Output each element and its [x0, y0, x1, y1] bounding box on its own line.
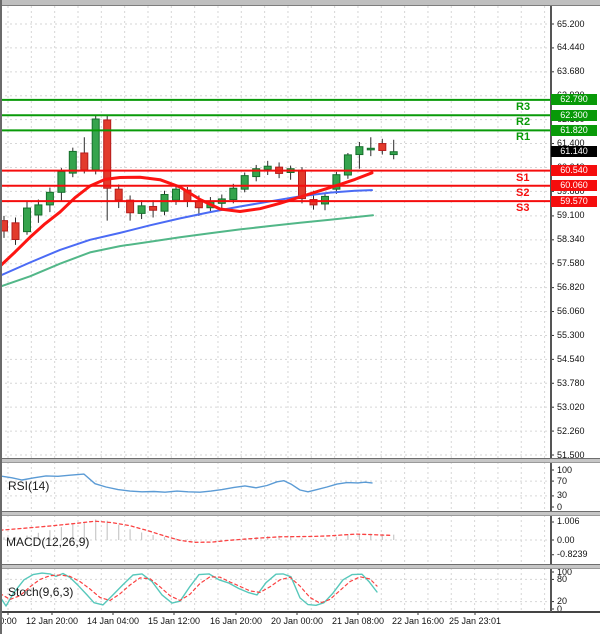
- price-tick-label: 63.680: [557, 66, 585, 77]
- price-tick-label: 57.580: [557, 258, 585, 269]
- price-tick-label: 64.440: [557, 42, 585, 53]
- stoch-panel-title: Stoch(9,6,3): [8, 585, 74, 599]
- macd-tick-label: -0.8239: [557, 549, 588, 560]
- price-tick-label: 53.780: [557, 377, 585, 388]
- price-tick-label: 59.100: [557, 210, 585, 221]
- price-tick-label: 61.400: [557, 138, 585, 149]
- rsi-tick-label: 30: [557, 490, 568, 501]
- rsi-tick-label: 70: [557, 475, 568, 486]
- panel-separator-3[interactable]: [0, 564, 600, 569]
- level-price-box-r2: 62.300: [551, 109, 597, 121]
- time-axis-label: 0:00: [0, 616, 17, 626]
- pivot-label-r1: R1: [516, 131, 531, 144]
- price-tick-label: 53.020: [557, 401, 585, 412]
- stoch-tick-label: 20: [557, 596, 568, 607]
- rsi-panel-title: RSI(14): [8, 479, 50, 493]
- stoch-tick-label: 100: [557, 566, 573, 577]
- window-top-bar: [0, 0, 600, 6]
- time-axis-label: 12 Jan 20:00: [25, 616, 79, 626]
- time-axis-label: 21 Jan 08:00: [331, 616, 385, 626]
- macd-tick-label: 1.006: [557, 516, 580, 527]
- time-axis-label: 22 Jan 16:00: [391, 616, 445, 626]
- pivot-label-r2: R2: [516, 116, 531, 129]
- time-axis-label: 25 Jan 23:01: [448, 616, 502, 626]
- price-tick-label: 54.540: [557, 353, 585, 364]
- price-tick-label: 55.300: [557, 329, 585, 340]
- pivot-label-s2: S2: [516, 186, 530, 199]
- panel-separator-2[interactable]: [0, 511, 600, 516]
- stoch-tick-label: 0: [557, 603, 563, 614]
- level-price-box-s3: 59.570: [551, 195, 597, 207]
- level-price-box-r3: 62.790: [551, 94, 597, 106]
- price-tick-label: 58.340: [557, 234, 585, 245]
- time-axis-label: 16 Jan 20:00: [209, 616, 263, 626]
- rsi-tick-label: 100: [557, 464, 573, 475]
- pivot-label-s1: S1: [516, 171, 530, 184]
- price-tick-label: 65.200: [557, 18, 585, 29]
- price-axis-border: [550, 6, 552, 612]
- time-axis-label: 20 Jan 00:00: [270, 616, 324, 626]
- time-axis-label: 15 Jan 12:00: [147, 616, 201, 626]
- price-tick-label: 56.820: [557, 282, 585, 293]
- price-tick-label: 52.260: [557, 425, 585, 436]
- window-left-edge: [0, 0, 2, 634]
- macd-panel-title: MACD(12,26,9): [6, 535, 90, 549]
- level-price-box-s1: 60.540: [551, 165, 597, 177]
- price-tick-label: 56.060: [557, 306, 585, 317]
- level-price-box-s2: 60.060: [551, 180, 597, 192]
- pivot-label-s3: S3: [516, 202, 530, 215]
- current-price-box: 61.140: [551, 146, 597, 158]
- time-axis-label: 14 Jan 04:00: [86, 616, 140, 626]
- panel-separator-1[interactable]: [0, 458, 600, 463]
- level-price-box-r1: 61.820: [551, 124, 597, 136]
- price-tick-label: 51.500: [557, 449, 585, 460]
- macd-tick-label: 0.00: [557, 534, 575, 545]
- pivot-label-r3: R3: [516, 100, 531, 113]
- time-axis-line: [0, 611, 600, 613]
- rsi-tick-label: 0: [557, 501, 563, 512]
- stoch-tick-label: 80: [557, 573, 568, 584]
